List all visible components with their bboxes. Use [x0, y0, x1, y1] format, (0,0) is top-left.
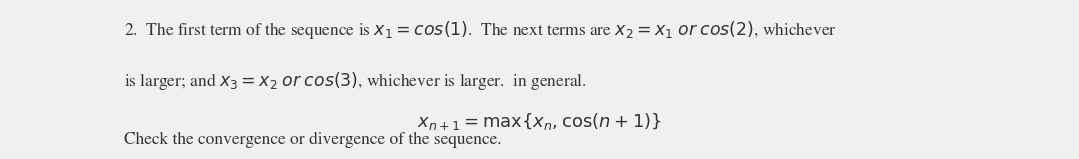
Text: $x_{n+1} = \mathrm{max}\{x_n, \cos(n+1)\}$: $x_{n+1} = \mathrm{max}\{x_n, \cos(n+1)\…	[418, 111, 661, 132]
Text: Check the convergence or divergence of the sequence.: Check the convergence or divergence of t…	[124, 132, 502, 148]
Text: 2.  The first term of the sequence is $x_1 = cos(1)$.  The next terms are $x_2 =: 2. The first term of the sequence is $x_…	[124, 19, 837, 41]
Text: is larger; and $x_3 = x_2$ $\mathit{or}$ $cos(3)$, whichever is larger.  in gene: is larger; and $x_3 = x_2$ $\mathit{or}$…	[124, 70, 587, 92]
